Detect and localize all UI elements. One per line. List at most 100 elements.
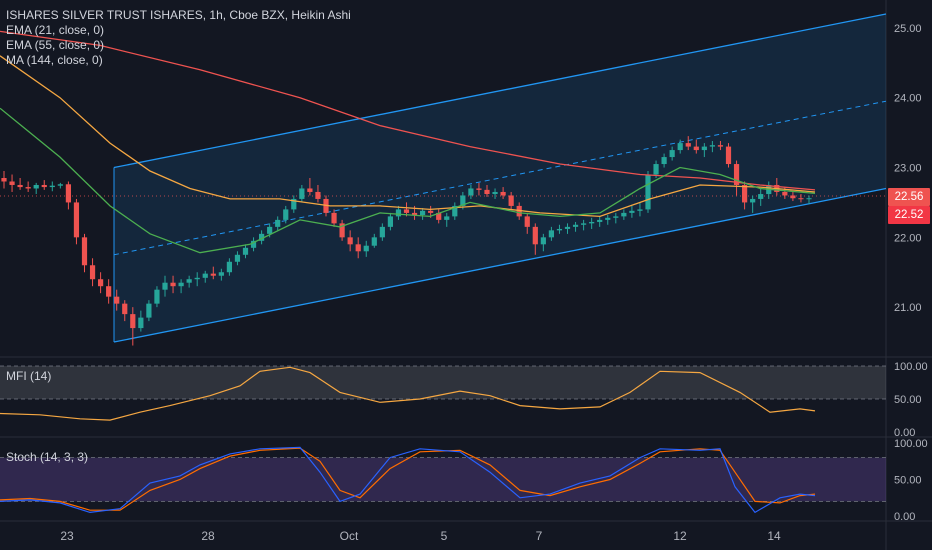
- candle-body: [371, 237, 377, 246]
- candle-body: [17, 184, 23, 188]
- candle-body: [444, 216, 450, 220]
- channel-fill: [114, 13, 886, 343]
- candle-body: [540, 237, 546, 245]
- candle-body: [339, 223, 345, 238]
- candle-body: [41, 184, 47, 188]
- candle-body: [162, 282, 168, 290]
- candle-body: [218, 272, 224, 276]
- ema55-line: [0, 55, 816, 218]
- candle-body: [645, 174, 651, 210]
- candle-body: [57, 184, 63, 186]
- candle-body: [299, 188, 305, 199]
- candle-body: [524, 216, 530, 227]
- candle-body: [194, 277, 200, 280]
- candle-body: [452, 205, 458, 217]
- price-tick-label: 23.00: [894, 163, 922, 175]
- time-tick-label: 23: [60, 529, 74, 543]
- mfi-tick-label: 0.00: [894, 427, 915, 439]
- candle-body: [564, 226, 571, 229]
- legend-ema55[interactable]: EMA (55, close, 0): [6, 38, 105, 52]
- candle-body: [508, 195, 514, 206]
- stoch-label[interactable]: Stoch (14, 3, 3): [6, 450, 89, 464]
- candle-body: [331, 212, 337, 224]
- candle-body: [89, 265, 96, 280]
- candle-body: [403, 209, 410, 213]
- mfi-tick-label: 100.00: [894, 361, 928, 373]
- time-tick-label: 5: [441, 529, 448, 543]
- candle-body: [355, 244, 361, 252]
- candle-body: [581, 223, 587, 225]
- candle-body: [395, 209, 402, 217]
- candle-body: [122, 303, 128, 315]
- candle-body: [621, 212, 627, 217]
- candle-body: [436, 212, 442, 220]
- candle-body: [242, 247, 249, 255]
- candle-body: [178, 282, 184, 287]
- candle-body: [170, 282, 176, 287]
- stoch-tick-label: 50.00: [894, 475, 922, 487]
- time-tick-label: 7: [536, 529, 543, 543]
- candle-body: [572, 224, 579, 227]
- mfi-band: [0, 366, 886, 399]
- price-tick-label: 24.00: [894, 93, 922, 105]
- candle-body: [468, 188, 474, 196]
- candle-body: [516, 205, 522, 217]
- candle-body: [114, 296, 120, 304]
- mfi-tick-label: 50.00: [894, 394, 922, 406]
- price-tick-label: 22.00: [894, 232, 922, 244]
- candle-body: [661, 157, 667, 165]
- candle-body: [226, 261, 232, 273]
- candle-body: [677, 143, 683, 151]
- legend-ema21[interactable]: EMA (21, close, 0): [6, 23, 105, 37]
- candle-body: [806, 198, 812, 200]
- candle-body: [500, 191, 506, 196]
- candle-body: [25, 187, 31, 189]
- candle-body: [742, 184, 748, 203]
- candle-body: [138, 317, 144, 329]
- candle-body: [1, 178, 7, 182]
- candle-body: [234, 254, 241, 262]
- candle-body: [202, 273, 208, 278]
- candle-body: [637, 209, 643, 211]
- candle-body: [733, 164, 740, 185]
- candle-body: [484, 189, 490, 195]
- ema21-line: [0, 107, 816, 254]
- candle-body: [709, 145, 715, 147]
- channel-lower-line: [113, 187, 887, 343]
- candle-body: [420, 210, 426, 215]
- candle-body: [669, 150, 675, 158]
- candle-body: [725, 146, 732, 165]
- candle-body: [81, 237, 88, 266]
- candle-body: [653, 164, 659, 175]
- candle-body: [798, 198, 804, 200]
- candle-body: [267, 226, 273, 234]
- candle-body: [750, 198, 756, 203]
- last-price-tag: 22.56: [888, 188, 930, 206]
- legend-ma144[interactable]: MA (144, close, 0): [6, 53, 103, 67]
- candle-body: [154, 289, 160, 304]
- ma144-line: [0, 30, 816, 191]
- stoch-k-line: [0, 446, 816, 514]
- candle-body: [387, 216, 393, 227]
- candle-body: [379, 226, 385, 238]
- mfi-line: [0, 366, 816, 421]
- candle-body: [411, 212, 418, 215]
- candle-body: [130, 314, 136, 329]
- channel-upper-line: [113, 13, 887, 169]
- mfi-label[interactable]: MFI (14): [6, 369, 52, 383]
- candle-body: [782, 191, 788, 196]
- candle-body: [315, 191, 321, 199]
- candle-body: [589, 221, 595, 224]
- candle-body: [428, 210, 434, 213]
- candle-body: [146, 303, 152, 318]
- candle-body: [613, 216, 619, 218]
- candle-body: [693, 146, 699, 151]
- candle-body: [548, 230, 554, 238]
- candle-body: [556, 228, 563, 231]
- candle-body: [476, 188, 482, 190]
- candle-body: [33, 184, 39, 189]
- candle-body: [9, 181, 15, 185]
- stoch-band: [0, 457, 886, 502]
